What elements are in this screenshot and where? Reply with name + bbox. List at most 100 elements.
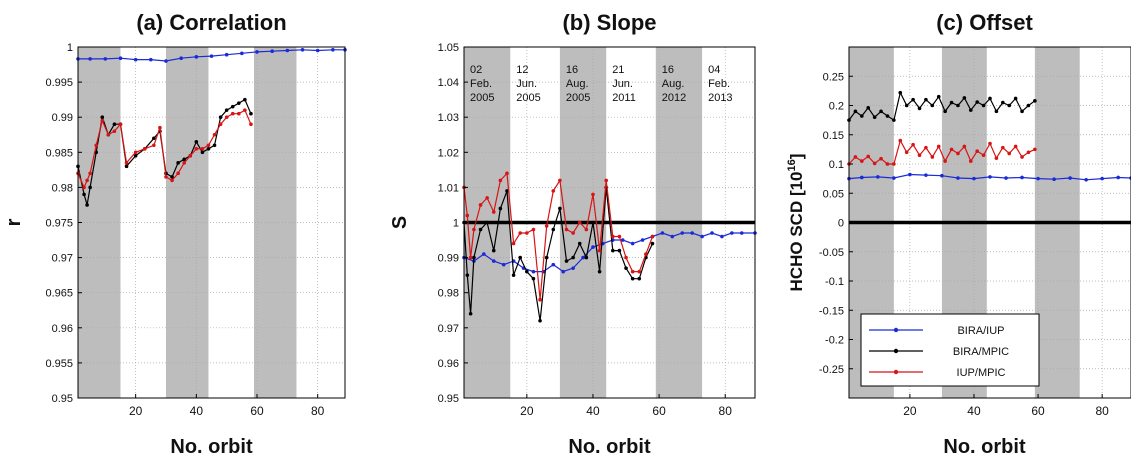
panel-title: (b) Slope [562, 10, 656, 35]
data-point [170, 175, 174, 179]
x-tick-label: 60 [652, 404, 666, 418]
data-point [237, 111, 241, 116]
data-point [194, 55, 199, 59]
data-point [224, 115, 229, 119]
data-point [133, 154, 138, 158]
data-point [142, 146, 147, 151]
data-point [472, 227, 476, 232]
data-point [866, 154, 871, 159]
data-point [465, 213, 470, 218]
y-tick-label: 0.15 [823, 130, 844, 142]
data-point [853, 109, 858, 114]
data-point [182, 161, 186, 165]
data-point [739, 231, 744, 235]
data-point [100, 115, 105, 119]
data-point [930, 155, 935, 159]
data-point [597, 248, 602, 253]
date-annotation: 2012 [662, 92, 686, 104]
data-point [975, 100, 979, 104]
data-point [597, 269, 602, 274]
data-point [591, 220, 595, 225]
y-tick-label: 1 [453, 218, 459, 230]
data-point [670, 234, 675, 239]
y-tick-label: -0.15 [819, 305, 844, 317]
y-tick-label: 0.965 [45, 288, 73, 300]
date-annotation: 2005 [566, 92, 590, 104]
data-point [82, 185, 86, 190]
y-tick-label: 0.955 [45, 358, 73, 370]
y-tick-label: 0.95 [52, 393, 73, 405]
date-annotation: Jun. [516, 78, 537, 90]
data-point [949, 100, 954, 105]
y-tick-label: 0.2 [829, 101, 844, 113]
data-point [949, 147, 954, 152]
data-point [176, 161, 180, 165]
data-point [1026, 103, 1031, 108]
y-tick-label: 0.05 [823, 188, 844, 200]
data-point [577, 220, 582, 225]
data-point [885, 162, 890, 166]
data-point [943, 109, 947, 114]
data-point [194, 146, 199, 151]
data-point [1100, 176, 1104, 181]
data-point [1033, 147, 1037, 152]
data-point [518, 231, 523, 235]
y-tick-label: -0.1 [825, 276, 844, 288]
data-point [94, 143, 99, 148]
data-point [690, 231, 694, 235]
data-point [224, 108, 229, 112]
panel-3: -0.25 -0.2 -0.15 -0.1 -0.05 0 0.05 0.1 0.15 0.2 0.… [786, 10, 1131, 458]
data-point [270, 49, 274, 54]
data-point [1007, 103, 1012, 108]
data-point [975, 149, 979, 153]
data-point [617, 248, 622, 253]
data-point [981, 103, 986, 108]
data-point [206, 146, 211, 151]
y-tick-label: -0.25 [819, 364, 844, 376]
data-point [1116, 175, 1120, 180]
date-annotation: 16 [566, 64, 578, 76]
data-point [249, 111, 253, 116]
data-point [584, 255, 589, 260]
data-point [212, 132, 217, 137]
data-point [465, 273, 470, 277]
data-point [1013, 96, 1018, 101]
data-point [860, 114, 864, 118]
data-point [908, 172, 912, 177]
data-point [680, 231, 685, 235]
data-point [525, 269, 529, 274]
y-tick-label: 0.95 [438, 393, 459, 405]
data-point [644, 252, 648, 256]
data-point [88, 57, 92, 61]
data-point [956, 176, 960, 180]
data-point [255, 50, 259, 54]
legend-marker [893, 348, 899, 354]
data-point [898, 90, 903, 95]
x-tick-label: 20 [903, 404, 917, 418]
data-point [1084, 177, 1088, 182]
data-point [624, 266, 628, 270]
data-point [630, 269, 635, 274]
y-axis-label: r [3, 218, 25, 226]
date-annotation: 2013 [708, 92, 732, 104]
data-point [994, 156, 999, 160]
data-point [898, 138, 903, 143]
x-tick-label: 20 [520, 404, 534, 418]
date-annotation: 2005 [470, 92, 494, 104]
legend-marker [893, 369, 899, 375]
date-annotation: Feb. [708, 78, 730, 90]
data-point [879, 156, 883, 161]
data-point [212, 143, 217, 148]
data-point [331, 48, 335, 52]
data-point [88, 171, 92, 176]
data-point [866, 106, 871, 110]
data-point [482, 252, 486, 256]
data-point [872, 115, 877, 119]
x-tick-label: 40 [586, 404, 600, 418]
data-point [112, 122, 117, 127]
x-axis-label: No. orbit [568, 436, 651, 458]
date-annotation: 2005 [516, 92, 540, 104]
data-point [88, 185, 92, 190]
x-tick-label: 20 [129, 404, 143, 418]
